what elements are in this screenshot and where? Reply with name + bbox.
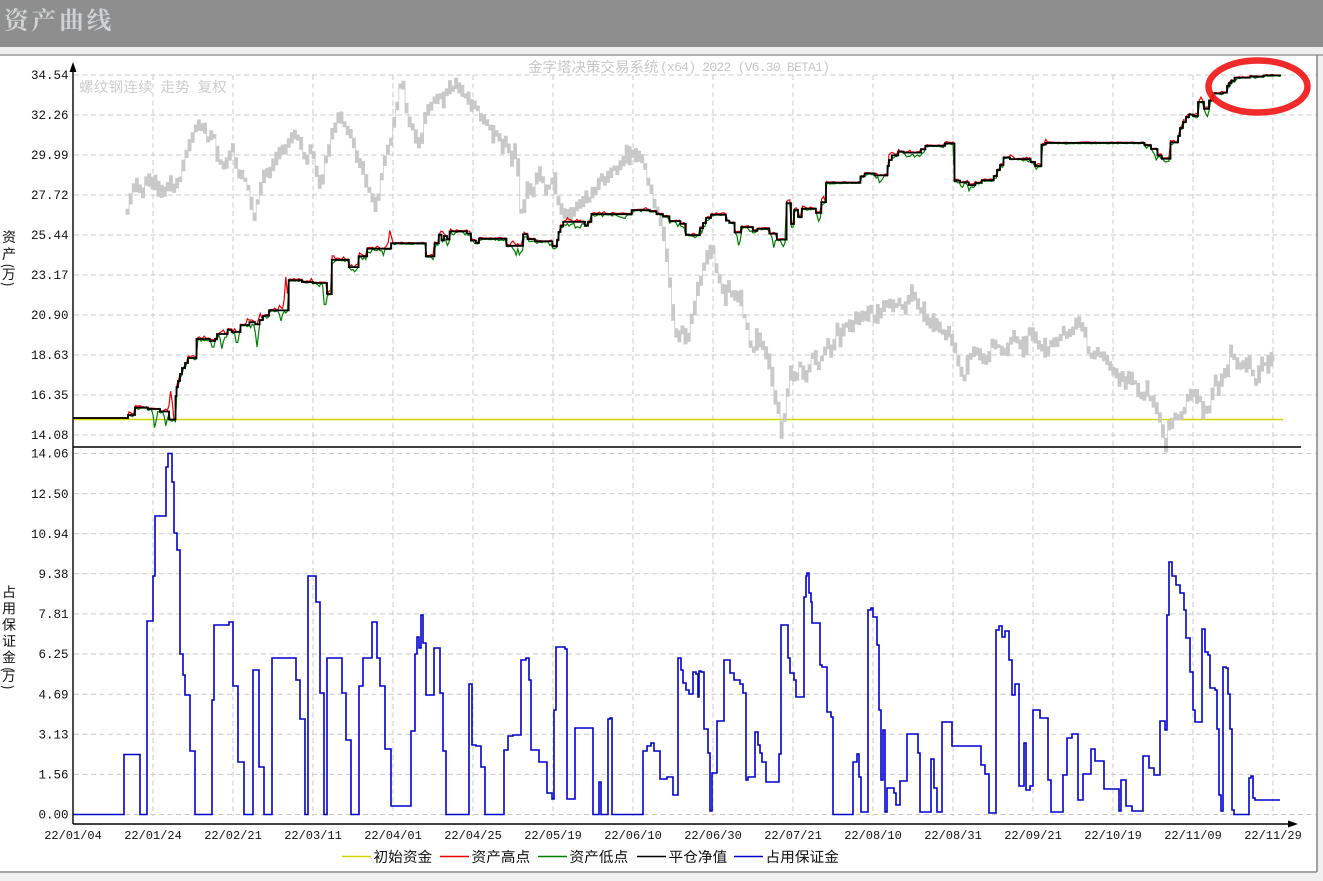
svg-text:12.50: 12.50 [31, 488, 69, 502]
svg-text:22/04/01: 22/04/01 [364, 829, 422, 843]
svg-text:14.08: 14.08 [31, 429, 69, 443]
svg-text:14.06: 14.06 [31, 448, 69, 462]
svg-text:27.72: 27.72 [31, 189, 69, 203]
svg-text:22/11/09: 22/11/09 [1164, 829, 1222, 843]
svg-text:22/09/21: 22/09/21 [1004, 829, 1062, 843]
svg-text:22/11/29: 22/11/29 [1244, 829, 1302, 843]
svg-text:7.81: 7.81 [38, 608, 68, 622]
svg-text:4.69: 4.69 [38, 688, 68, 702]
svg-text:16.35: 16.35 [31, 389, 69, 403]
svg-text:23.17: 23.17 [31, 269, 69, 283]
svg-text:22/04/25: 22/04/25 [444, 829, 502, 843]
svg-text:9.38: 9.38 [38, 568, 68, 582]
svg-text:18.63: 18.63 [31, 349, 69, 363]
svg-text:6.25: 6.25 [38, 648, 68, 662]
svg-text:22/07/21: 22/07/21 [764, 829, 822, 843]
svg-text:0.00: 0.00 [38, 809, 68, 823]
svg-text:(x64) 2022 (V6.30 BETA1): (x64) 2022 (V6.30 BETA1) [660, 60, 830, 75]
svg-text:3.13: 3.13 [38, 729, 68, 743]
svg-text:22/06/10: 22/06/10 [604, 829, 662, 843]
svg-text:32.26: 32.26 [31, 109, 69, 123]
svg-text:22/08/10: 22/08/10 [844, 829, 902, 843]
svg-text:22/03/11: 22/03/11 [284, 829, 342, 843]
svg-text:22/06/30: 22/06/30 [684, 829, 742, 843]
svg-text:25.44: 25.44 [31, 229, 69, 243]
svg-text:29.99: 29.99 [31, 149, 69, 163]
svg-text:22/01/04: 22/01/04 [44, 829, 102, 843]
svg-text:22/02/21: 22/02/21 [204, 829, 262, 843]
svg-text:1.56: 1.56 [38, 769, 68, 783]
svg-text:22/08/31: 22/08/31 [924, 829, 982, 843]
svg-text:20.90: 20.90 [31, 309, 69, 323]
svg-text:22/10/19: 22/10/19 [1084, 829, 1142, 843]
svg-text:10.94: 10.94 [31, 528, 69, 542]
svg-text:34.54: 34.54 [31, 69, 69, 83]
svg-text:22/05/19: 22/05/19 [524, 829, 582, 843]
svg-text:22/01/24: 22/01/24 [124, 829, 182, 843]
